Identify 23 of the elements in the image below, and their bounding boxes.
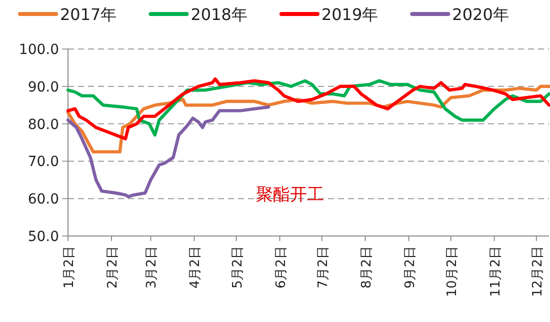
- x-tick-label: 5月2日: [230, 246, 246, 289]
- x-tick-label: 3月2日: [144, 246, 160, 289]
- y-tick-label: 60.0: [28, 192, 59, 208]
- y-tick-label: 80.0: [28, 116, 59, 133]
- x-tick-label: 7月2日: [316, 246, 331, 289]
- x-tick-label: 1月2日: [62, 246, 77, 289]
- y-tick-label: 100.0: [18, 42, 59, 58]
- x-tick-label: 2月2日: [105, 246, 120, 289]
- legend-label: 2020年: [452, 5, 509, 24]
- x-tick-label: 8月2日: [359, 246, 374, 289]
- legend-label: 2018年: [190, 5, 248, 24]
- y-tick-label: 70.0: [28, 154, 59, 170]
- x-tick-label: 10月2日: [444, 246, 460, 297]
- x-tick-label: 4月2日: [188, 246, 204, 289]
- x-tick-label: 6月2日: [274, 246, 289, 289]
- annotation: 聚酯开工: [256, 185, 324, 205]
- x-tick-label: 11月2日: [488, 246, 504, 297]
- legend-label: 2017年: [60, 5, 117, 24]
- y-tick-label: 90.0: [28, 79, 59, 96]
- x-tick-label: 12月2日: [530, 246, 546, 297]
- y-tick-label: 50.0: [28, 229, 59, 245]
- x-tick-label: 9月2日: [402, 246, 418, 289]
- legend-label: 2019年: [321, 5, 378, 24]
